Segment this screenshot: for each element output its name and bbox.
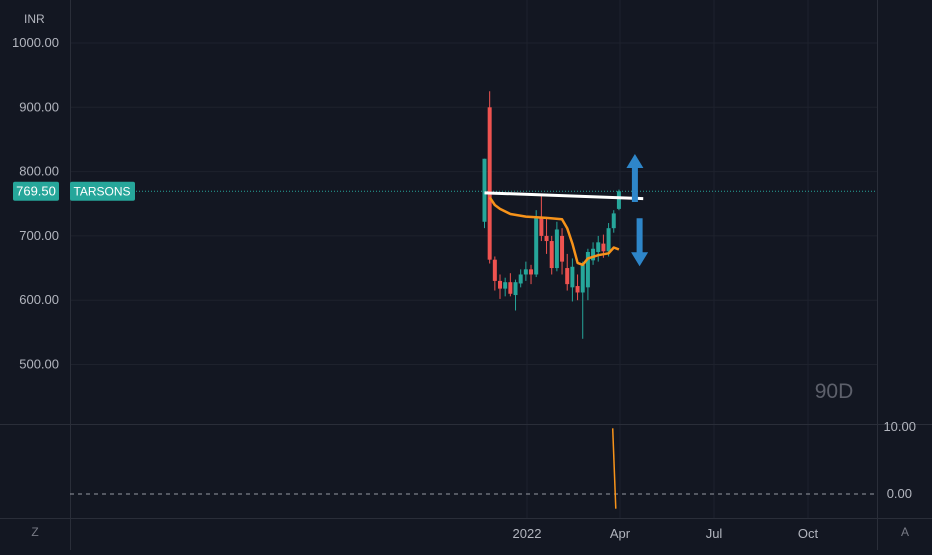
candle bbox=[565, 253, 570, 291]
indicator-axis[interactable]: 10.00 0.00 bbox=[883, 419, 916, 501]
candle-body bbox=[549, 241, 554, 269]
price-tick-label: 500.00 bbox=[19, 357, 59, 372]
candle-body bbox=[606, 228, 611, 252]
candle bbox=[529, 264, 534, 285]
candle-body bbox=[616, 191, 621, 209]
candle-body bbox=[570, 266, 575, 288]
candle bbox=[523, 261, 528, 281]
arrow-down-icon bbox=[631, 218, 649, 267]
candle-body bbox=[601, 243, 606, 252]
candle bbox=[503, 277, 508, 297]
drawings-layer[interactable] bbox=[484, 154, 649, 267]
price-tick-label: 700.00 bbox=[19, 228, 59, 243]
candle bbox=[575, 274, 580, 301]
moving-average-line bbox=[488, 196, 620, 267]
indicator-layer bbox=[70, 428, 877, 509]
candle-body bbox=[539, 216, 544, 236]
candle-body bbox=[503, 282, 508, 289]
candle bbox=[518, 269, 523, 288]
time-axis[interactable]: 2022 Apr Jul Oct bbox=[513, 526, 819, 541]
candle bbox=[508, 273, 513, 297]
grid bbox=[70, 0, 877, 518]
moving-average-layer bbox=[488, 196, 620, 267]
candle bbox=[570, 258, 575, 302]
candle bbox=[513, 279, 518, 311]
candle-body bbox=[585, 251, 590, 288]
candle bbox=[580, 261, 585, 339]
candle-body bbox=[596, 242, 601, 252]
candle-body bbox=[498, 280, 503, 289]
candles-layer[interactable] bbox=[482, 91, 621, 339]
candle-body bbox=[554, 229, 559, 269]
candle-body bbox=[518, 274, 523, 284]
log-scale-button[interactable]: Z bbox=[31, 525, 38, 539]
candle bbox=[611, 210, 616, 233]
candle-body bbox=[487, 107, 492, 260]
indicator-line bbox=[611, 428, 617, 509]
candle bbox=[560, 228, 565, 275]
candle bbox=[596, 235, 601, 262]
time-tick-label: 2022 bbox=[513, 526, 542, 541]
last-price-label: 769.50 TARSONS bbox=[13, 181, 135, 201]
currency-label: INR bbox=[24, 12, 45, 26]
symbol-label: TARSONS bbox=[73, 185, 130, 199]
trendline bbox=[484, 191, 644, 201]
candle bbox=[534, 210, 539, 278]
price-tick-label: 1000.00 bbox=[12, 35, 59, 50]
interval-watermark: 90D bbox=[815, 380, 854, 403]
candle bbox=[549, 235, 554, 275]
candle-body bbox=[529, 269, 534, 275]
price-axis[interactable]: INR 1000.00 900.00 800.00 700.00 600.00 … bbox=[12, 12, 59, 372]
time-tick-label: Jul bbox=[706, 526, 723, 541]
price-tick-label: 800.00 bbox=[19, 164, 59, 179]
time-tick-label: Oct bbox=[798, 526, 819, 541]
candle-body bbox=[482, 158, 487, 222]
candle-body bbox=[591, 248, 596, 261]
candle bbox=[492, 256, 497, 291]
last-price-badge bbox=[13, 181, 59, 201]
indicator-tick-label: 10.00 bbox=[883, 419, 916, 434]
candle bbox=[554, 221, 559, 272]
price-tick-label: 900.00 bbox=[19, 99, 59, 114]
candle-body bbox=[544, 235, 549, 242]
candle bbox=[498, 274, 503, 299]
candle-body bbox=[565, 268, 570, 285]
candle bbox=[544, 217, 549, 254]
candle bbox=[616, 189, 621, 211]
candle bbox=[591, 242, 596, 265]
candle-body bbox=[492, 259, 497, 281]
price-tick-label: 600.00 bbox=[19, 292, 59, 307]
candle bbox=[606, 223, 611, 257]
candle-body bbox=[580, 264, 585, 293]
symbol-badge bbox=[70, 181, 135, 201]
last-price-value: 769.50 bbox=[16, 184, 56, 199]
candle bbox=[487, 91, 492, 264]
arrow-up-icon bbox=[626, 154, 644, 202]
auto-scale-button[interactable]: A bbox=[901, 525, 909, 539]
indicator-tick-label: 0.00 bbox=[887, 486, 912, 501]
time-tick-label: Apr bbox=[610, 526, 631, 541]
candle-body bbox=[534, 216, 539, 275]
candle-body bbox=[560, 235, 565, 262]
candle-body bbox=[611, 213, 616, 229]
candle-body bbox=[513, 282, 518, 296]
candle-body bbox=[523, 269, 528, 275]
candle-body bbox=[575, 286, 580, 293]
candle-body bbox=[508, 282, 513, 294]
